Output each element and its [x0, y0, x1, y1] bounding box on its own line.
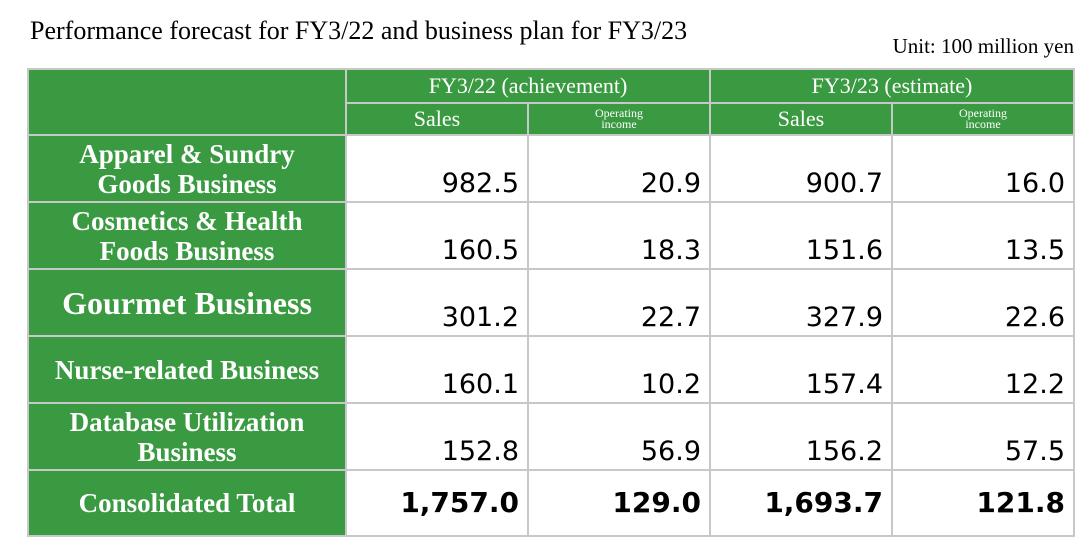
row-label-line: Business	[137, 436, 237, 467]
table-row: Nurse-related Business 160.1 10.2 157.4 …	[27, 335, 1075, 404]
cell-sales-fy3-22: 160.5	[345, 201, 529, 270]
col-operating-income-fy3-22: Operating income	[527, 102, 711, 136]
table-row: Apparel & Sundry Goods Business 982.5 20…	[27, 134, 1075, 203]
cell-sales-fy3-22: 160.1	[345, 335, 529, 404]
group-header-fy3-23: FY3/23 (estimate)	[709, 68, 1075, 104]
row-label-line: Foods Business	[99, 235, 275, 266]
page-title: Performance forecast for FY3/22 and busi…	[30, 16, 688, 45]
row-label-line: Database Utilization	[69, 406, 305, 437]
income-label: income	[965, 117, 1001, 131]
col-operating-income-fy3-23: Operating income	[891, 102, 1075, 136]
col-sales-fy3-22: Sales	[345, 102, 529, 136]
cell-operating-fy3-23: 12.2	[891, 335, 1075, 404]
cell-operating-fy3-23: 121.8	[891, 469, 1075, 537]
cell-sales-fy3-22: 1,757.0	[345, 469, 529, 537]
cell-operating-fy3-22: 129.0	[527, 469, 711, 537]
col-sales-fy3-23: Sales	[709, 102, 893, 136]
row-label-line: Cosmetics & Health	[71, 205, 303, 236]
cell-sales-fy3-23: 1,693.7	[709, 469, 893, 537]
operating-label: Operating	[959, 106, 1007, 120]
row-label-line: Consolidated Total	[78, 488, 296, 518]
cell-operating-fy3-23: 13.5	[891, 201, 1075, 270]
cell-sales-fy3-22: 301.2	[345, 268, 529, 337]
cell-sales-fy3-22: 982.5	[345, 134, 529, 203]
row-label: Gourmet Business	[27, 268, 347, 337]
row-label-line: Nurse-related Business	[54, 354, 320, 385]
corner-cell	[27, 68, 347, 136]
forecast-table: FY3/22 (achievement) FY3/23 (estimate) S…	[27, 68, 1075, 537]
income-label: income	[601, 117, 637, 131]
cell-sales-fy3-23: 900.7	[709, 134, 893, 203]
total-row: Consolidated Total 1,757.0 129.0 1,693.7…	[27, 469, 1075, 537]
cell-sales-fy3-23: 151.6	[709, 201, 893, 270]
row-label: Apparel & Sundry Goods Business	[27, 134, 347, 203]
operating-label: Operating	[595, 106, 643, 120]
cell-sales-fy3-23: 327.9	[709, 268, 893, 337]
cell-operating-fy3-22: 18.3	[527, 201, 711, 270]
row-label: Database Utilization Business	[27, 402, 347, 471]
cell-operating-fy3-22: 10.2	[527, 335, 711, 404]
table-row: Gourmet Business 301.2 22.7 327.9 22.6	[27, 268, 1075, 337]
group-header-fy3-22: FY3/22 (achievement)	[345, 68, 711, 104]
row-label-line: Gourmet Business	[62, 284, 312, 321]
row-label-line: Goods Business	[97, 168, 277, 199]
cell-operating-fy3-23: 16.0	[891, 134, 1075, 203]
cell-sales-fy3-23: 156.2	[709, 402, 893, 471]
row-label: Nurse-related Business	[27, 335, 347, 404]
cell-operating-fy3-22: 22.7	[527, 268, 711, 337]
cell-operating-fy3-22: 56.9	[527, 402, 711, 471]
table-row: Cosmetics & Health Foods Business 160.5 …	[27, 201, 1075, 270]
cell-operating-fy3-22: 20.9	[527, 134, 711, 203]
cell-operating-fy3-23: 57.5	[891, 402, 1075, 471]
row-label: Cosmetics & Health Foods Business	[27, 201, 347, 270]
unit-note: Unit: 100 million yen	[892, 34, 1074, 58]
row-label-line: Apparel & Sundry	[79, 138, 295, 169]
table-row: Database Utilization Business 152.8 56.9…	[27, 402, 1075, 471]
cell-operating-fy3-23: 22.6	[891, 268, 1075, 337]
cell-sales-fy3-23: 157.4	[709, 335, 893, 404]
cell-sales-fy3-22: 152.8	[345, 402, 529, 471]
row-label-total: Consolidated Total	[27, 469, 347, 537]
